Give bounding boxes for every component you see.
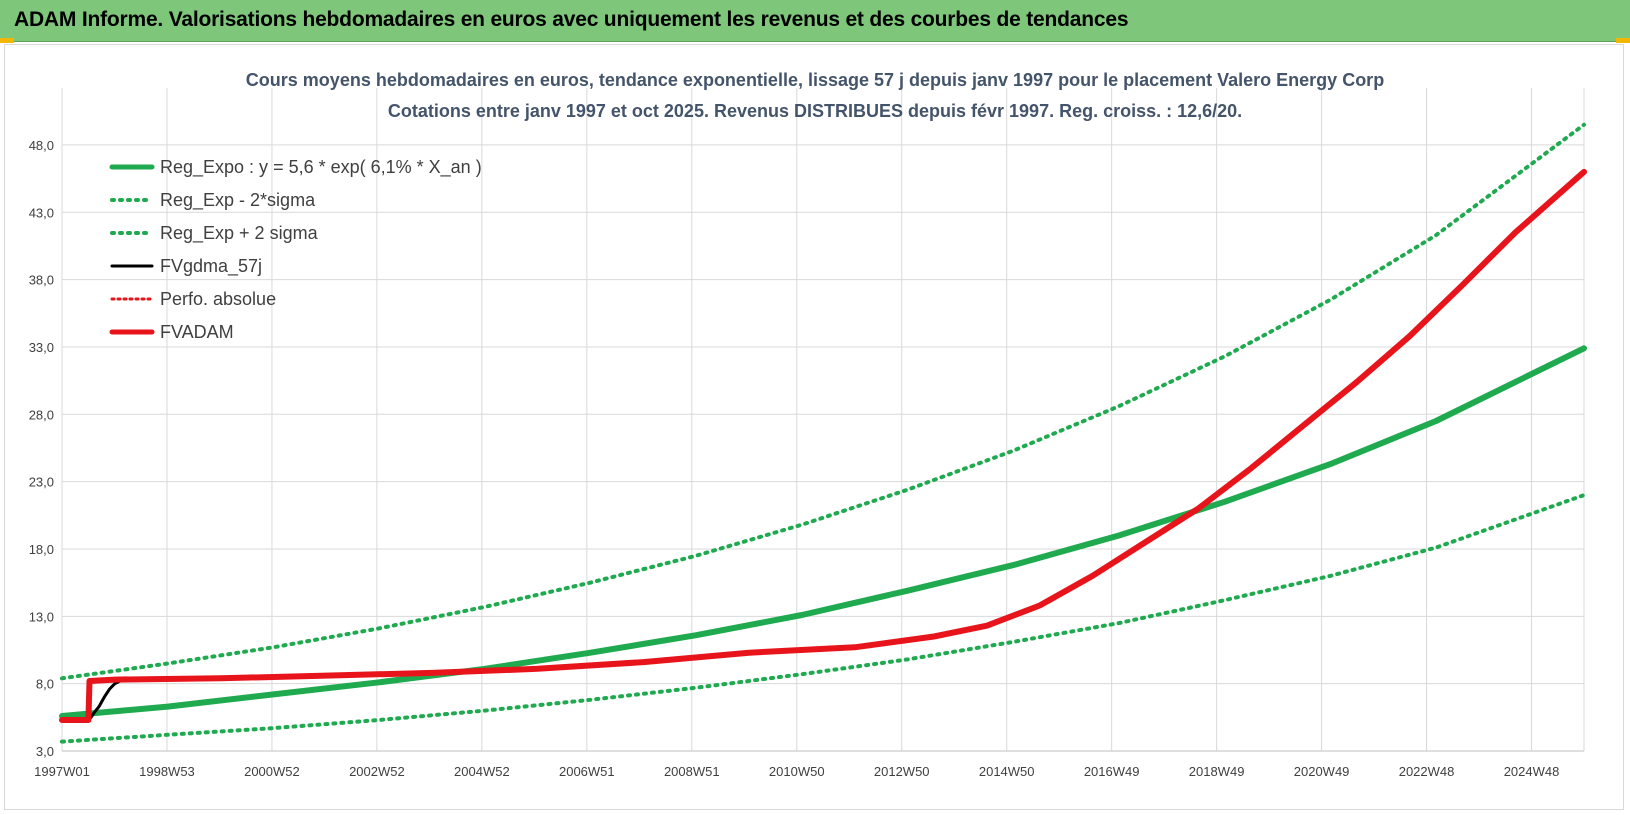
- series-line-1: [60, 493, 1586, 744]
- chart-title: Cours moyens hebdomadaires en euros, ten…: [246, 70, 1384, 121]
- series-line-2: [60, 122, 1586, 681]
- y-tick-label: 33,0: [29, 340, 54, 355]
- y-tick-label: 8,0: [36, 677, 54, 692]
- y-tick-label: 28,0: [29, 407, 54, 422]
- axes: 3,0 8,0 13,0 18,0 23,0 28,0 33,0 38,0 43,0 48,0 19…: [29, 138, 1584, 779]
- series-line-4: [60, 170, 1586, 722]
- y-tick-label: 13,0: [29, 609, 54, 624]
- series-line-0: [59, 345, 1587, 719]
- chart-title-line-2: Cotations entre janv 1997 et oct 2025. R…: [388, 101, 1242, 121]
- series-line-3: [60, 170, 1586, 722]
- x-tick-label: 2018W49: [1189, 764, 1245, 779]
- legend-label: FVADAM: [160, 322, 234, 342]
- x-tick-label: 2024W48: [1504, 764, 1560, 779]
- y-tick-label: 3,0: [36, 744, 54, 759]
- x-tick-label: 2012W50: [874, 764, 930, 779]
- x-tick-label: 2008W51: [664, 764, 720, 779]
- legend: Reg_Expo : y = 5,6 * exp( 6,1% * X_an ) R…: [109, 157, 482, 342]
- series-lines: [59, 122, 1587, 744]
- x-tick-label: 2020W49: [1294, 764, 1350, 779]
- x-tick-label: 2000W52: [244, 764, 300, 779]
- x-tick-label: 2016W49: [1084, 764, 1140, 779]
- legend-label: Reg_Exp - 2*sigma: [160, 190, 316, 211]
- x-tick-label: 2014W50: [979, 764, 1035, 779]
- grid-lines: [61, 88, 1585, 752]
- legend-label: Reg_Exp + 2 sigma: [160, 223, 319, 244]
- x-tick-label: 2010W50: [769, 764, 825, 779]
- y-tick-label: 18,0: [29, 542, 54, 557]
- series-line-5: [59, 168, 1587, 723]
- x-tick-label: 1998W53: [139, 764, 195, 779]
- chart-title-line-1: Cours moyens hebdomadaires en euros, ten…: [246, 70, 1384, 90]
- x-tick-label: 2004W52: [454, 764, 510, 779]
- legend-label: FVgdma_57j: [160, 256, 262, 277]
- y-tick-label: 23,0: [29, 475, 54, 490]
- banner-title: ADAM Informe. Valorisations hebdomadaire…: [14, 8, 1129, 31]
- corner-mark-left: [0, 38, 14, 43]
- x-tick-label: 2006W51: [559, 764, 615, 779]
- legend-label: Reg_Expo : y = 5,6 * exp( 6,1% * X_an ): [160, 157, 482, 178]
- x-tick-label: 2002W52: [349, 764, 405, 779]
- corner-mark-right: [1616, 38, 1630, 43]
- header-banner: ADAM Informe. Valorisations hebdomadaire…: [0, 0, 1630, 42]
- legend-label: Perfo. absolue: [160, 289, 276, 309]
- y-tick-label: 43,0: [29, 205, 54, 220]
- x-tick-label: 1997W01: [34, 764, 90, 779]
- y-tick-label: 38,0: [29, 273, 54, 288]
- chart-frame: [4, 44, 1624, 810]
- x-tick-label: 2022W48: [1399, 764, 1455, 779]
- y-tick-label: 48,0: [29, 138, 54, 153]
